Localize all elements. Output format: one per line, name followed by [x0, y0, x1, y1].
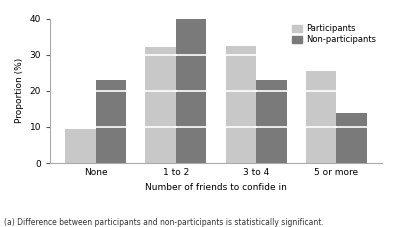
Bar [225, 46, 256, 163]
Bar [176, 18, 206, 163]
X-axis label: Number of friends to confide in: Number of friends to confide in [145, 183, 287, 192]
Bar [96, 80, 126, 163]
Bar [145, 47, 176, 163]
Bar [256, 80, 287, 163]
Bar [336, 113, 367, 163]
Y-axis label: Proportion (%): Proportion (%) [15, 58, 24, 123]
Bar [306, 71, 336, 163]
Legend: Participants, Non-participants: Participants, Non-participants [290, 23, 378, 46]
Bar [65, 129, 96, 163]
Text: (a) Difference between participants and non-participants is statistically signif: (a) Difference between participants and … [4, 218, 324, 227]
